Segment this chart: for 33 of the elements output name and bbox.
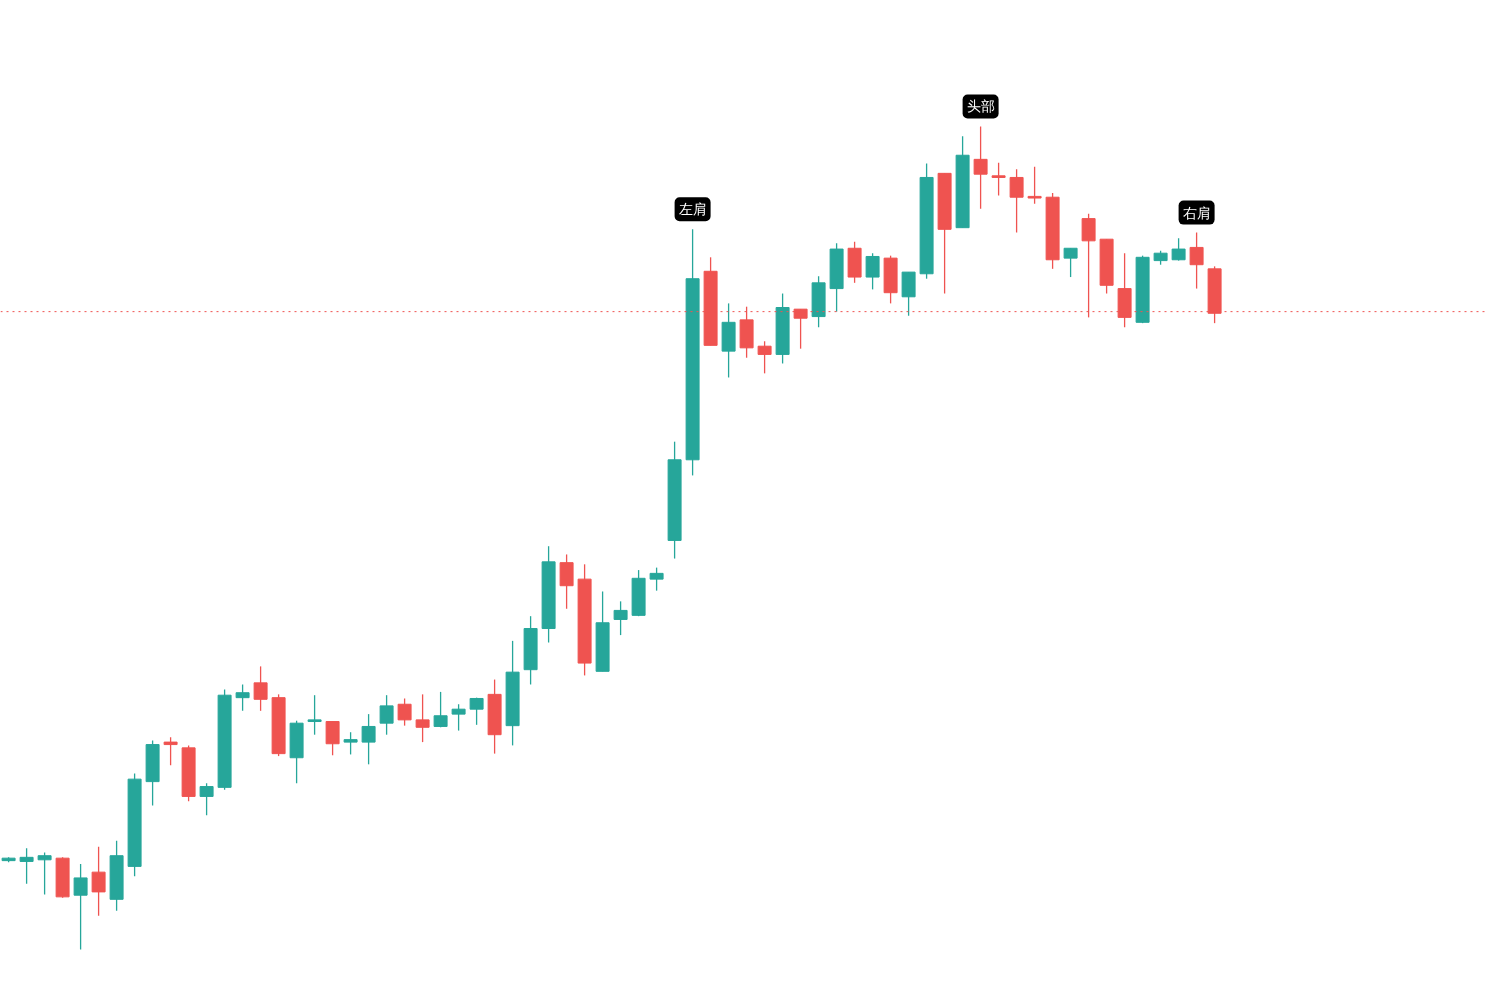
annotation: 右肩 <box>1182 204 1211 221</box>
candlestick <box>865 252 880 291</box>
candlestick <box>451 703 466 732</box>
candlestick <box>199 782 214 817</box>
candlestick <box>361 713 376 765</box>
candlestick <box>973 125 988 210</box>
candlestick <box>1189 231 1204 290</box>
candlestick <box>1027 166 1042 205</box>
candlestick <box>379 694 394 736</box>
candlestick <box>1063 247 1078 278</box>
candlestick <box>343 731 358 756</box>
candlestick <box>37 851 52 896</box>
candlestick <box>253 665 268 712</box>
candlestick <box>991 162 1006 197</box>
candlestick <box>307 694 322 736</box>
candlestick <box>649 566 664 592</box>
candlestick <box>559 553 574 610</box>
candlestick <box>613 600 628 636</box>
candlestick <box>469 697 484 726</box>
candlestick <box>235 683 250 712</box>
candlestick <box>1171 237 1186 262</box>
candlestick <box>1009 168 1024 234</box>
text: 头部 <box>966 98 995 115</box>
candlestick <box>19 847 34 885</box>
annotation: 左肩 <box>678 201 707 218</box>
candlestick <box>91 845 106 917</box>
candlestick <box>757 340 772 375</box>
candlestick <box>433 691 448 728</box>
candlestick <box>163 736 178 766</box>
candlestick <box>397 697 412 727</box>
candlestick <box>415 693 430 743</box>
candlestick <box>73 863 88 951</box>
candlestick <box>325 720 340 756</box>
